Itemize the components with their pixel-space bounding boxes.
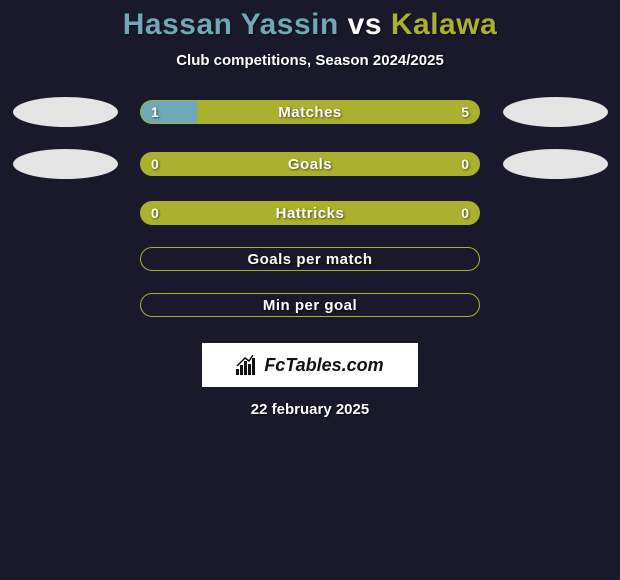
stat-label: Goals [141,153,479,175]
site-name: FcTables.com [264,355,383,376]
team-logo-left [13,97,118,127]
logo-slot-right [500,97,610,127]
stat-bar: 0Hattricks0 [140,201,480,225]
logo-slot-right [500,149,610,179]
stat-row: Goals per match [10,247,610,271]
stat-bar: Min per goal [140,293,480,317]
logo-slot-left [10,149,120,179]
subtitle: Club competitions, Season 2024/2025 [176,52,444,69]
team-logo-right [503,149,608,179]
player1-name: Hassan Yassin [123,8,339,41]
stat-bar: 1Matches5 [140,100,480,124]
team-logo-left [13,149,118,179]
stats-rows: 1Matches50Goals00Hattricks0Goals per mat… [10,97,610,339]
stat-bar: Goals per match [140,247,480,271]
team-logo-right [503,97,608,127]
stat-value-right: 0 [461,202,469,224]
stat-row: 1Matches5 [10,97,610,127]
vs-text: vs [348,8,382,41]
stat-row: Min per goal [10,293,610,317]
stat-label: Min per goal [141,294,479,316]
stat-label: Hattricks [141,202,479,224]
stat-value-right: 5 [461,101,469,123]
site-badge: FcTables.com [202,343,418,387]
logo-slot-left [10,97,120,127]
player2-name: Kalawa [391,8,497,41]
stat-row: 0Hattricks0 [10,201,610,225]
stat-row: 0Goals0 [10,149,610,179]
stat-value-right: 0 [461,153,469,175]
page-title: Hassan Yassin vs Kalawa [123,8,498,42]
chart-icon [236,355,258,375]
date-text: 22 february 2025 [251,401,369,418]
comparison-infographic: Hassan Yassin vs Kalawa Club competition… [0,0,620,418]
stat-label: Goals per match [141,248,479,270]
stat-label: Matches [141,101,479,123]
stat-bar: 0Goals0 [140,152,480,176]
